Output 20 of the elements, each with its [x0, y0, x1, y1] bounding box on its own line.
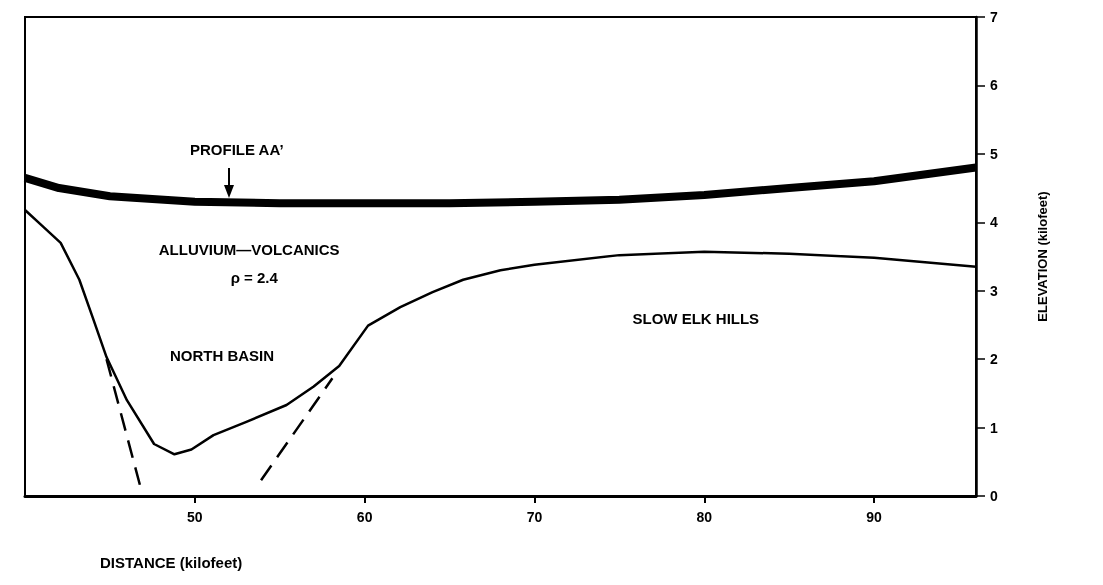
annotation: PROFILE AA’: [189, 141, 284, 159]
y-tick-label: 3: [990, 282, 998, 299]
x-tick-label: 60: [356, 509, 373, 525]
y-axis-title: ELEVATION (kilofeet): [1035, 191, 1050, 322]
x-tick-label: 90: [866, 509, 883, 525]
annotation: SLOW ELK HILLS: [632, 309, 760, 327]
x-tick-label: 80: [696, 509, 713, 525]
x-tick-label: 50: [187, 509, 203, 525]
y-tick-label: 0: [990, 488, 998, 504]
x-axis-title: DISTANCE (kilofeet): [100, 553, 243, 571]
y-tick-label: 1: [990, 419, 998, 436]
y-tick-label: 5: [990, 145, 998, 162]
y-tick-label: 2: [990, 351, 998, 368]
annotation: ρ = 2.4: [230, 268, 279, 286]
annotation: ALLUVIUM—VOLCANICS: [158, 241, 340, 259]
y-tick-label: 6: [990, 77, 998, 94]
y-tick-label: 4: [990, 214, 998, 231]
annotation: NORTH BASIN: [169, 347, 275, 365]
y-tick-label: 7: [990, 9, 998, 25]
x-tick-label: 70: [526, 509, 543, 525]
